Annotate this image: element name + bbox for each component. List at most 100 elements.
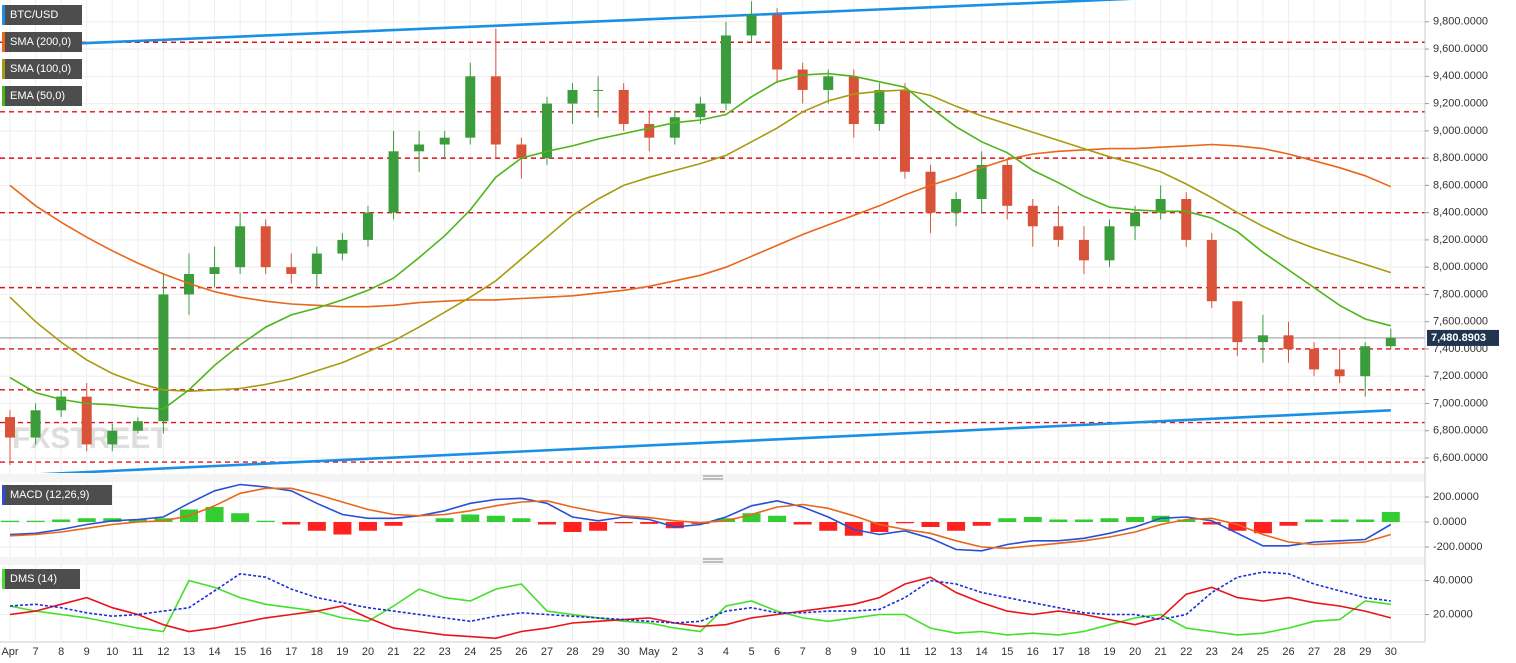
candle-body	[1053, 226, 1064, 240]
price-label: 7,480.8903	[1431, 332, 1486, 344]
candle-body	[286, 267, 297, 274]
pane-divider	[0, 474, 1425, 482]
trend-line	[40, 408, 1391, 473]
histogram-bar	[947, 522, 966, 531]
candle-body	[1360, 346, 1371, 377]
legend-box	[2, 5, 82, 25]
legend-box	[2, 485, 112, 505]
series-line	[9, 89, 1392, 393]
histogram-bar	[1228, 522, 1247, 531]
x-tick-label: 17	[285, 646, 297, 658]
x-tick-label: 18	[1078, 646, 1090, 658]
candle-body	[746, 14, 757, 36]
x-tick-label: 14	[976, 646, 988, 658]
y-tick-label: 40.0000	[1433, 574, 1473, 586]
histogram-bar	[1049, 519, 1068, 522]
histogram-bar	[1202, 522, 1221, 525]
candle-body	[235, 226, 246, 268]
histogram-bar	[358, 522, 377, 531]
legend-swatch	[2, 59, 5, 79]
y-tick-label: 6,600.0000	[1433, 452, 1488, 464]
y-tick-label: 8,000.0000	[1433, 261, 1488, 273]
x-tick-label: 22	[413, 646, 425, 658]
x-tick-label: 29	[592, 646, 604, 658]
y-tick-label: 200.0000	[1433, 491, 1479, 503]
plot-area: FXSTREET	[0, 0, 1425, 640]
x-tick-label: 24	[1231, 646, 1243, 658]
x-tick-label: May	[639, 646, 660, 658]
candle-body	[516, 144, 527, 159]
histogram-bar	[1177, 519, 1196, 522]
x-tick-label: 23	[1206, 646, 1218, 658]
x-tick-label: 25	[1257, 646, 1269, 658]
x-tick-label: 9	[851, 646, 857, 658]
pane	[1, 483, 1400, 552]
candle-body	[81, 396, 92, 445]
legend-label: SMA (200,0)	[10, 36, 71, 48]
histogram-bar	[128, 519, 147, 522]
x-tick-label: 9	[84, 646, 90, 658]
grid	[0, 0, 1425, 640]
candle-body	[439, 137, 450, 145]
histogram-bar	[972, 522, 991, 526]
histogram-bar	[461, 514, 480, 522]
y-tick-label: 9,600.0000	[1433, 43, 1488, 55]
x-tick-label: 30	[1385, 646, 1397, 658]
candle-body	[976, 164, 987, 200]
x-tick-label: 27	[541, 646, 553, 658]
candle-body	[1206, 239, 1217, 302]
histogram-bar	[537, 522, 556, 525]
candle-body	[490, 76, 501, 145]
histogram-bar	[998, 518, 1017, 522]
legend-label: SMA (100,0)	[10, 63, 71, 75]
candle-body	[669, 117, 680, 138]
candle-body	[107, 430, 118, 445]
legend-swatch	[2, 569, 5, 589]
candle-body	[823, 76, 834, 90]
y-tick-label: 7,600.0000	[1433, 316, 1488, 328]
candle-body	[1257, 335, 1268, 343]
x-tick-label: 17	[1052, 646, 1064, 658]
x-tick-label: 20	[1129, 646, 1141, 658]
histogram-bar	[895, 522, 914, 524]
candle-body	[1002, 164, 1013, 206]
pane	[9, 571, 1392, 640]
histogram-bar	[819, 522, 838, 531]
candle-body	[1104, 226, 1115, 261]
y-tick-label: 8,200.0000	[1433, 234, 1488, 246]
candle-body	[5, 417, 15, 438]
histogram-bar	[435, 518, 454, 522]
histogram-bar	[589, 522, 608, 531]
histogram-bar	[26, 520, 45, 522]
histogram-bar	[793, 522, 812, 525]
legend-box	[2, 569, 80, 589]
x-tick-label: 28	[566, 646, 578, 658]
y-tick-label: 9,000.0000	[1433, 125, 1488, 137]
candle-body	[644, 124, 655, 138]
candle-body	[1385, 337, 1396, 347]
x-tick-label: 10	[873, 646, 885, 658]
candle-body	[158, 294, 169, 422]
histogram-bar	[231, 513, 250, 522]
candle-body	[414, 144, 425, 152]
candle-body	[1232, 301, 1243, 343]
histogram-bar	[205, 507, 224, 522]
y-tick-label: 20.0000	[1433, 608, 1473, 620]
x-tick-label: 29	[1359, 646, 1371, 658]
pane-label: DMS (14)	[10, 573, 57, 585]
series-line	[9, 576, 1392, 640]
candle-body	[362, 212, 373, 240]
candle-body	[567, 89, 578, 104]
series-line	[9, 143, 1392, 308]
overlay: Apr 7 8 9 10 11 12 13 14 15 16 17 18 19 20 21 22 23 24 25 26…	[1, 5, 1499, 658]
x-tick-label: 27	[1308, 646, 1320, 658]
legend-box	[2, 59, 82, 79]
series-line	[9, 483, 1392, 552]
x-tick-label: 13	[183, 646, 195, 658]
x-tick-label: 16	[260, 646, 272, 658]
y-tick-label: -200.0000	[1433, 541, 1483, 553]
x-tick-label: 7	[33, 646, 39, 658]
histogram-bar	[282, 522, 301, 525]
x-tick-label: 22	[1180, 646, 1192, 658]
